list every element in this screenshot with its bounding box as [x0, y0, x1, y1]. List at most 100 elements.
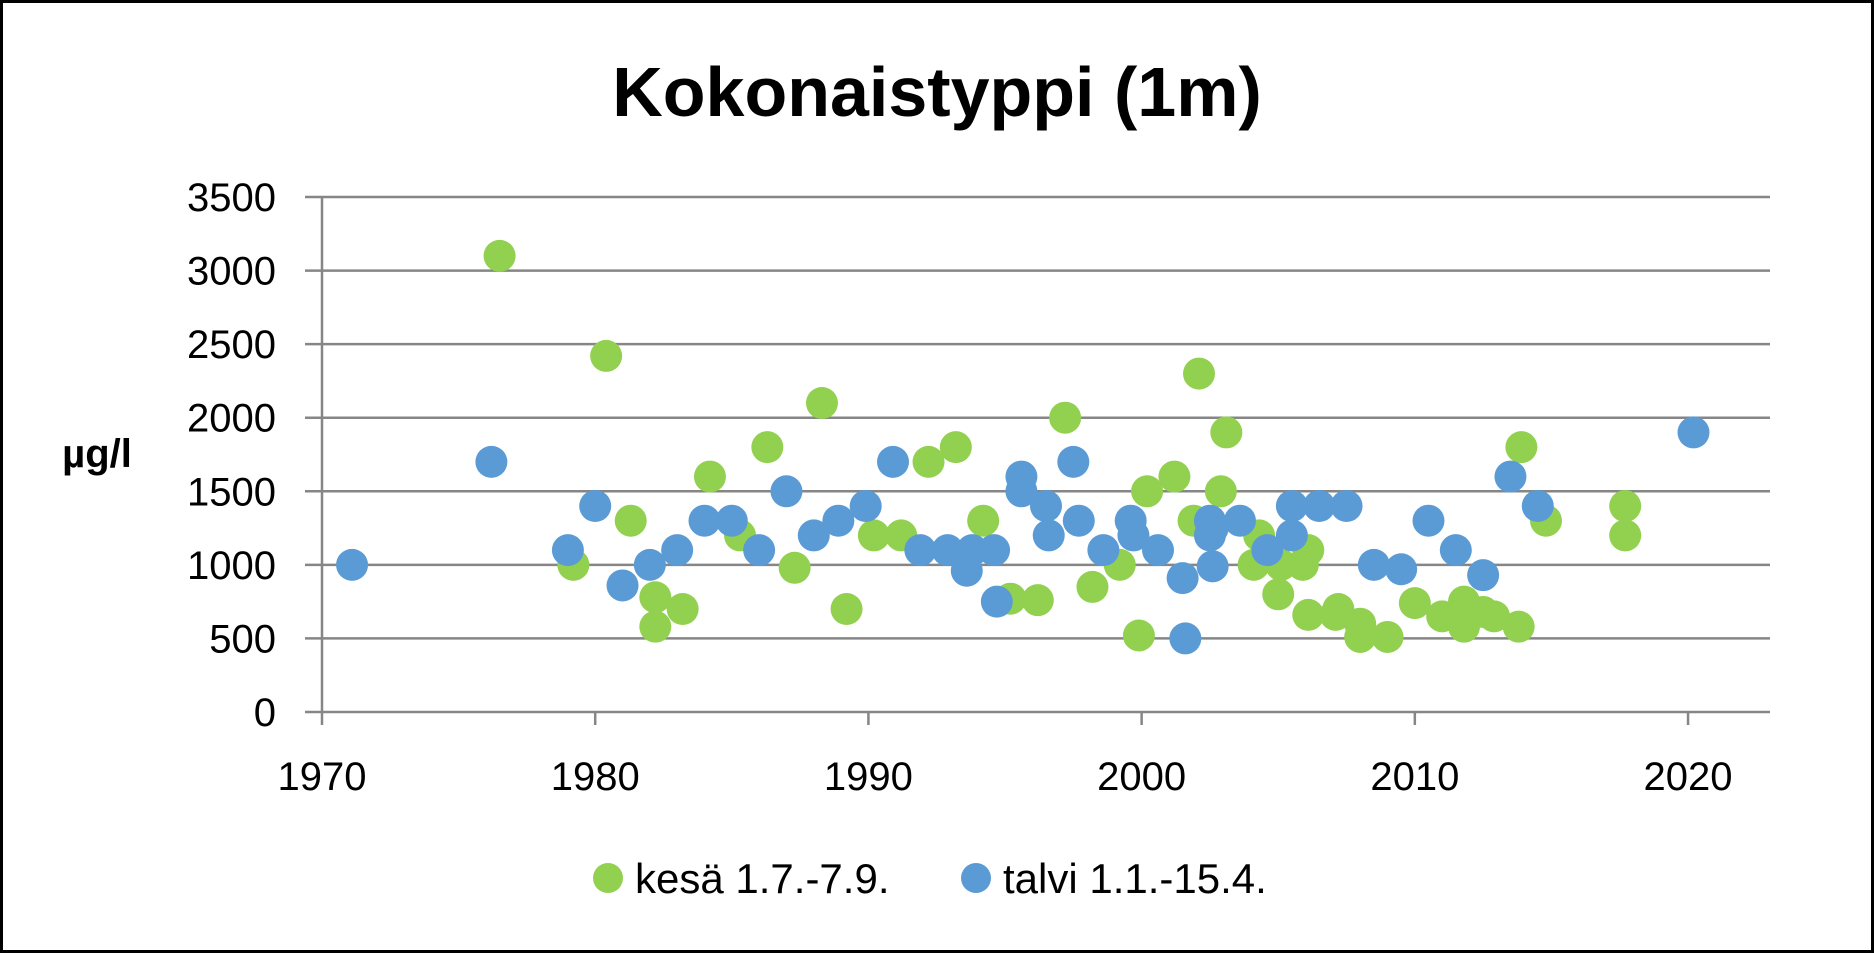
data-point-series-1: [666, 593, 699, 625]
data-point-series-2: [1062, 504, 1095, 537]
data-point-series-1: [1344, 620, 1377, 653]
data-points: [336, 239, 1710, 655]
data-point-series-1: [639, 581, 672, 614]
data-point-series-1: [693, 460, 726, 493]
y-tick-label: 3000: [187, 250, 276, 294]
data-point-series-2: [1032, 519, 1065, 552]
data-point-series-2: [1385, 553, 1418, 586]
data-point-series-2: [475, 445, 508, 478]
data-point-series-1: [1398, 587, 1431, 620]
data-point-series-2: [1439, 534, 1472, 567]
data-point-series-2: [606, 569, 639, 602]
y-tick-label: 2500: [187, 323, 276, 367]
data-point-series-2: [715, 504, 748, 537]
x-tick-label: 1980: [551, 755, 640, 799]
data-point-series-1: [967, 504, 1000, 537]
data-point-series-2: [1303, 490, 1336, 522]
data-point-series-1: [1158, 460, 1191, 493]
data-point-series-1: [1131, 475, 1164, 508]
data-point-series-2: [931, 534, 964, 567]
data-point-series-2: [1330, 490, 1363, 522]
data-point-series-2: [1275, 519, 1308, 552]
data-point-series-1: [1182, 357, 1215, 390]
data-point-series-1: [805, 387, 838, 419]
data-point-series-1: [1210, 416, 1243, 449]
data-point-series-2: [1117, 519, 1150, 552]
x-tick-label: 1990: [824, 755, 913, 799]
data-point-series-2: [1494, 460, 1527, 493]
data-point-series-2: [1196, 550, 1229, 583]
legend-label-series-1: kesä 1.7.-7.9.: [635, 855, 889, 902]
x-tick-label: 2000: [1097, 755, 1186, 799]
data-point-series-2: [1223, 504, 1256, 537]
data-point-series-2: [1412, 504, 1445, 537]
y-tick-label: 3500: [187, 176, 276, 220]
legend-label-series-2: talvi 1.1.-15.4.: [1003, 855, 1267, 902]
data-point-series-1: [912, 445, 945, 478]
data-point-series-1: [1609, 519, 1642, 552]
data-point-series-1: [778, 551, 811, 584]
data-point-series-2: [1275, 490, 1308, 522]
data-point-series-1: [1502, 610, 1535, 643]
data-point-series-1: [639, 610, 672, 643]
data-point-series-2: [1357, 548, 1390, 581]
data-point-series-2: [1196, 512, 1229, 545]
data-point-series-1: [1371, 620, 1404, 653]
data-point-series-2: [956, 534, 989, 567]
data-point-series-2: [797, 519, 830, 552]
data-point-series-2: [877, 445, 910, 478]
data-point-series-2: [1521, 490, 1554, 522]
data-point-series-1: [1122, 619, 1155, 652]
data-point-series-1: [1049, 401, 1082, 434]
y-tick-label: 2000: [187, 397, 276, 441]
legend: kesä 1.7.-7.9. talvi 1.1.-15.4.: [593, 855, 1267, 902]
data-point-series-1: [1478, 600, 1511, 633]
gridlines: [305, 195, 1770, 640]
data-point-series-2: [1169, 622, 1202, 655]
data-point-series-2: [688, 504, 721, 537]
y-tick-label: 1500: [187, 470, 276, 514]
data-point-series-2: [1142, 534, 1175, 567]
data-point-series-2: [770, 475, 803, 508]
data-point-series-2: [978, 534, 1011, 567]
data-point-series-2: [743, 534, 776, 567]
data-point-series-1: [1076, 570, 1109, 603]
legend-marker-series-2: [961, 863, 991, 893]
data-point-series-1: [1505, 431, 1538, 464]
data-point-series-1: [857, 519, 890, 552]
data-point-series-1: [939, 431, 972, 464]
data-point-series-1: [1021, 584, 1054, 617]
x-tick-label: 2020: [1644, 755, 1733, 799]
y-tick-label: 500: [209, 617, 276, 661]
data-point-series-2: [1467, 559, 1500, 592]
data-point-series-2: [1057, 445, 1090, 478]
data-point-series-2: [980, 585, 1013, 618]
data-point-series-2: [661, 534, 694, 567]
data-point-series-2: [633, 548, 666, 581]
data-point-series-1: [590, 339, 623, 372]
axes: 0 500 1000 1500 2000 2500 3000 3500 1970 1980 1990…: [187, 176, 1770, 799]
y-axis-label: µg/l: [62, 432, 132, 476]
data-point-series-2: [1005, 475, 1038, 508]
data-point-series-1: [1262, 578, 1295, 611]
data-point-series-2: [336, 548, 369, 581]
data-point-series-2: [579, 490, 612, 522]
data-point-series-2: [904, 534, 937, 567]
data-point-series-1: [1609, 490, 1642, 522]
x-tick-label: 2010: [1370, 755, 1459, 799]
data-point-series-2: [1677, 416, 1710, 449]
data-point-series-2: [1251, 534, 1284, 567]
legend-marker-series-1: [593, 863, 623, 893]
data-point-series-1: [614, 504, 647, 537]
data-point-series-2: [551, 534, 584, 567]
data-point-series-1: [1204, 475, 1237, 508]
data-point-series-1: [751, 431, 784, 464]
data-point-series-2: [1087, 534, 1120, 567]
y-tick-label: 1000: [187, 544, 276, 588]
data-point-series-1: [830, 593, 863, 625]
data-point-series-1: [1292, 598, 1325, 631]
chart-title: Kokonaistyppi (1m): [612, 53, 1262, 131]
data-point-series-2: [849, 490, 882, 522]
